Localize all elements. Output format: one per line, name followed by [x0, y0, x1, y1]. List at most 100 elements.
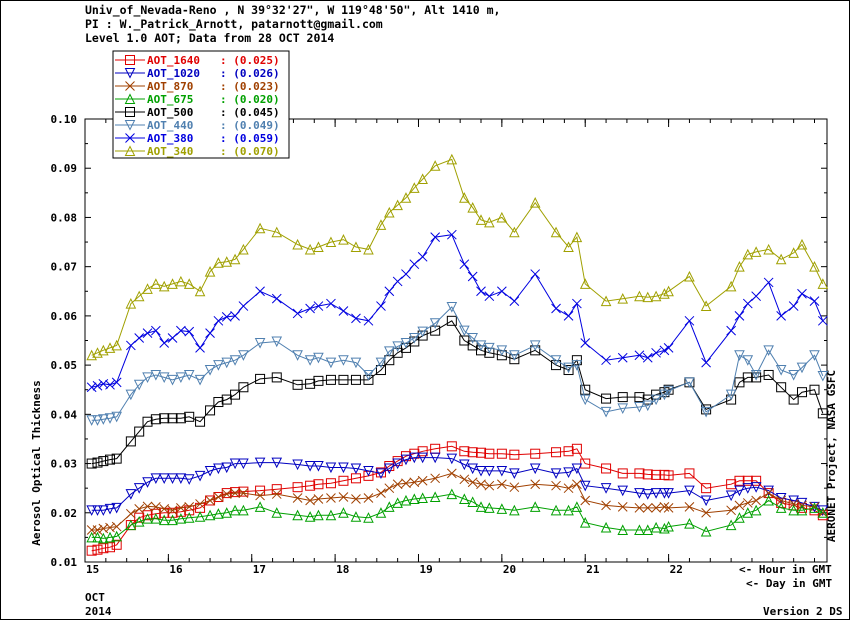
data-point: [550, 226, 562, 238]
data-point: [725, 389, 737, 401]
data-point: [742, 507, 754, 518]
data-point: [375, 507, 387, 518]
data-point: [98, 344, 109, 356]
data-point: [221, 507, 233, 518]
data-point: [650, 521, 662, 533]
data-point: [571, 501, 583, 512]
data-point: [509, 354, 520, 365]
data-point: [175, 513, 187, 524]
data-point: [650, 290, 662, 302]
data-point: [105, 379, 115, 390]
legend-marker: [125, 107, 135, 117]
data-point: [98, 456, 109, 467]
data-point: [221, 489, 232, 499]
data-point: [700, 495, 712, 507]
data-point: [86, 415, 97, 426]
data-point: [617, 352, 628, 363]
data-point: [338, 507, 349, 518]
data-point: [271, 293, 282, 304]
data-point: [417, 251, 428, 262]
data-point: [133, 379, 145, 391]
data-point: [304, 511, 316, 522]
data-point: [817, 507, 829, 518]
data-point: [600, 406, 612, 418]
data-point: [98, 543, 109, 554]
data-point: [742, 483, 754, 494]
data-point: [817, 408, 828, 419]
data-point: [254, 501, 266, 512]
data-point: [255, 373, 266, 384]
data-point: [642, 291, 654, 303]
data-point: [305, 480, 316, 491]
data-point: [701, 404, 712, 415]
data-point: [484, 291, 495, 302]
data-point: [142, 510, 153, 521]
data-point: [204, 509, 216, 521]
data-point: [734, 311, 745, 321]
data-point: [363, 315, 374, 326]
data-point: [726, 505, 736, 516]
data-point: [563, 365, 574, 376]
data-point: [409, 336, 420, 347]
legend-item: AOT_1640 : (0.025): [115, 54, 280, 67]
data-point: [230, 487, 241, 498]
data-point: [551, 447, 562, 458]
data-point: [476, 479, 486, 490]
data-point: [701, 507, 711, 518]
data-point: [104, 531, 116, 543]
data-point: [601, 463, 612, 474]
series-line: [91, 445, 824, 552]
data-point: [663, 470, 674, 481]
data-point: [642, 503, 653, 513]
data-point: [750, 246, 762, 257]
y-axis: 0.01 0.02 0.03 0.04 0.05 0.06 0.07 0.08 0.09 0.10: [51, 113, 827, 569]
legend-name: AOT_1640: [147, 54, 200, 67]
data-point: [229, 504, 241, 516]
data-point: [383, 501, 395, 512]
data-point: [734, 475, 745, 486]
data-point: [796, 387, 807, 398]
data-point: [313, 352, 324, 364]
data-point: [104, 342, 116, 353]
data-point: [350, 463, 362, 475]
legend-name: AOT_380: [147, 132, 193, 145]
day-label: <- Day in GMT: [746, 577, 832, 590]
series-line: [91, 457, 823, 511]
legend-marker: [124, 145, 136, 156]
legend-item: AOT_340: (0.070): [115, 145, 280, 158]
data-point: [292, 238, 303, 250]
data-point: [383, 346, 395, 357]
data-point: [467, 333, 478, 344]
data-point: [497, 286, 507, 297]
data-point: [176, 503, 186, 513]
data-point: [105, 454, 116, 465]
data-point: [194, 511, 206, 522]
data-point: [600, 483, 612, 494]
y-tick-label: 0.09: [51, 162, 78, 175]
data-point: [375, 357, 387, 369]
data-point: [254, 222, 266, 234]
data-point: [634, 290, 645, 302]
data-point: [563, 467, 574, 479]
data-point: [751, 372, 762, 383]
data-point: [400, 454, 412, 466]
data-point: [271, 336, 283, 348]
data-point: [338, 306, 349, 316]
data-point: [742, 475, 753, 486]
data-point: [742, 372, 753, 383]
data-point: [659, 522, 670, 534]
data-point: [142, 501, 153, 512]
y-tick-label: 0.02: [51, 507, 78, 520]
legend-name: AOT_1020: [147, 67, 200, 80]
data-point: [126, 340, 136, 351]
data-point: [326, 298, 336, 309]
data-point: [126, 508, 136, 519]
legend-value: : (0.025): [220, 54, 280, 67]
data-point: [142, 513, 153, 524]
data-point: [111, 411, 122, 423]
data-point: [325, 357, 337, 369]
data-point: [92, 544, 103, 555]
data-point: [429, 160, 441, 171]
data-point: [642, 352, 653, 363]
data-point: [194, 285, 206, 297]
